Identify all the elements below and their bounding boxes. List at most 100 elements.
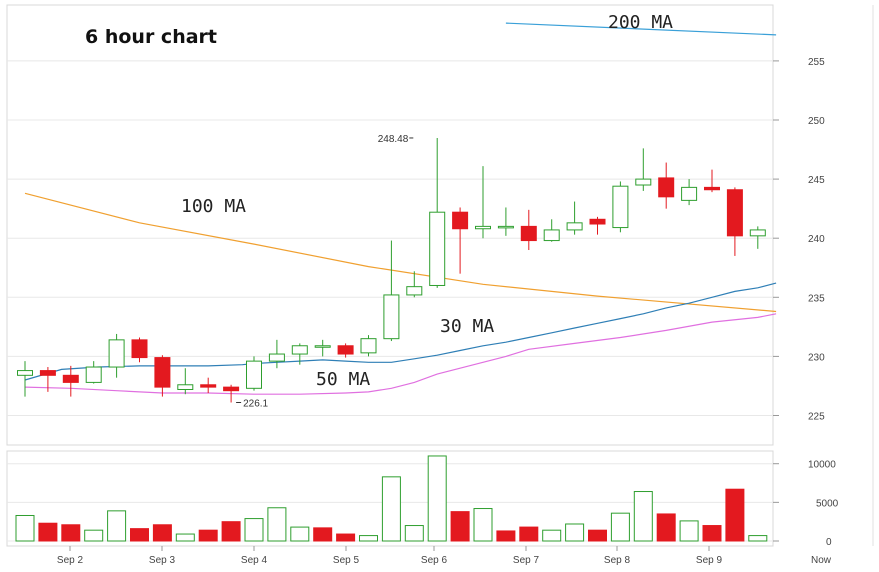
volume-bar: [656, 513, 676, 542]
ma50-label: 50 MA: [316, 369, 370, 390]
volume-bar: [542, 529, 562, 542]
volume-bar: [336, 533, 356, 542]
candle: [658, 162, 675, 209]
candle-body: [62, 374, 79, 383]
candle: [726, 187, 743, 256]
candle-body: [566, 222, 583, 231]
candle-body: [497, 225, 514, 229]
price-tick-label: 235: [808, 293, 825, 304]
candle-body: [200, 384, 217, 388]
candle-body: [383, 294, 400, 340]
volume-panel-frame: [6, 450, 774, 547]
candle-body: [520, 225, 537, 242]
candle: [337, 343, 354, 358]
x-tick-label: Sep 3: [149, 555, 176, 566]
price-tick-label: 225: [808, 412, 825, 423]
candle: [749, 226, 766, 249]
candle: [429, 137, 446, 288]
candle-body: [39, 370, 56, 376]
candle-body: [17, 370, 33, 376]
candle-body: [268, 353, 285, 362]
volume-bar: [381, 476, 401, 542]
candle-body: [543, 229, 560, 242]
volume-bar: [610, 512, 630, 542]
candle-body: [246, 360, 262, 389]
candle-body: [85, 366, 102, 383]
candle: [246, 356, 262, 391]
candle-body: [475, 225, 491, 230]
volume-bar: [84, 529, 104, 542]
candle: [475, 166, 491, 239]
candle: [497, 207, 514, 236]
ma30-line: [24, 282, 777, 381]
volume-bar: [244, 518, 264, 542]
candle-body: [429, 211, 446, 286]
candle-body: [704, 186, 720, 191]
candle: [635, 148, 652, 191]
candle-body: [154, 357, 171, 388]
candle-body: [658, 177, 675, 198]
chart-title: 6 hour chart: [85, 26, 217, 48]
price-tick-label: 230: [808, 352, 825, 363]
candle: [223, 384, 240, 403]
volume-bar: [588, 529, 607, 542]
high-annotation: 248.48: [378, 134, 409, 145]
candle-body: [726, 189, 743, 237]
candle: [268, 339, 285, 369]
volume-bar: [221, 521, 241, 542]
volume-bar: [702, 525, 722, 542]
candle: [39, 367, 56, 392]
candle: [177, 368, 194, 395]
x-tick-label: Sep 4: [241, 555, 268, 566]
candle-body: [360, 338, 377, 354]
candle: [291, 343, 308, 365]
candle-body: [589, 218, 606, 225]
candle-body: [108, 339, 125, 368]
candle: [360, 335, 377, 357]
volume-bar: [565, 523, 585, 542]
candle-body: [314, 345, 331, 348]
candle-body: [406, 286, 423, 296]
volume-tick-label: 5000: [816, 498, 839, 509]
x-tick-label: Now: [811, 555, 832, 566]
x-tick-label: Sep 5: [333, 555, 360, 566]
candle: [131, 337, 148, 363]
volume-bar: [633, 491, 653, 542]
price-tick-label: 255: [808, 57, 825, 68]
price-tick-label: 245: [808, 175, 825, 186]
candle-body: [749, 229, 766, 237]
volume-bar: [38, 522, 58, 542]
candle: [612, 181, 629, 233]
ma100-label: 100 MA: [181, 196, 246, 217]
candle-body: [337, 345, 354, 355]
ma100-line: [24, 192, 777, 313]
volume-bar: [152, 524, 172, 542]
candle-body: [681, 186, 698, 201]
volume-bar: [496, 530, 516, 542]
volume-bar: [427, 455, 447, 542]
volume-bar: [15, 514, 35, 542]
candle: [589, 216, 606, 235]
volume-bar: [198, 529, 218, 542]
volume-bar: [107, 510, 127, 542]
candle: [154, 355, 171, 397]
volume-bar: [359, 535, 378, 542]
candle: [383, 240, 400, 342]
price-panel-frame: [6, 4, 774, 446]
candle-body: [291, 345, 308, 355]
candle: [704, 169, 720, 193]
candle: [566, 201, 583, 235]
volume-tick-label: 10000: [808, 460, 836, 471]
ma200-line: [505, 22, 777, 36]
volume-bar: [290, 526, 310, 542]
volume-bar: [130, 528, 149, 542]
volume-bar: [473, 508, 493, 542]
candle: [452, 207, 469, 274]
volume-bar: [61, 524, 81, 542]
candle-body: [635, 178, 652, 186]
volume-bar: [175, 533, 195, 542]
candle-body: [452, 211, 469, 230]
candle: [108, 333, 125, 378]
volume-bar: [404, 525, 424, 542]
